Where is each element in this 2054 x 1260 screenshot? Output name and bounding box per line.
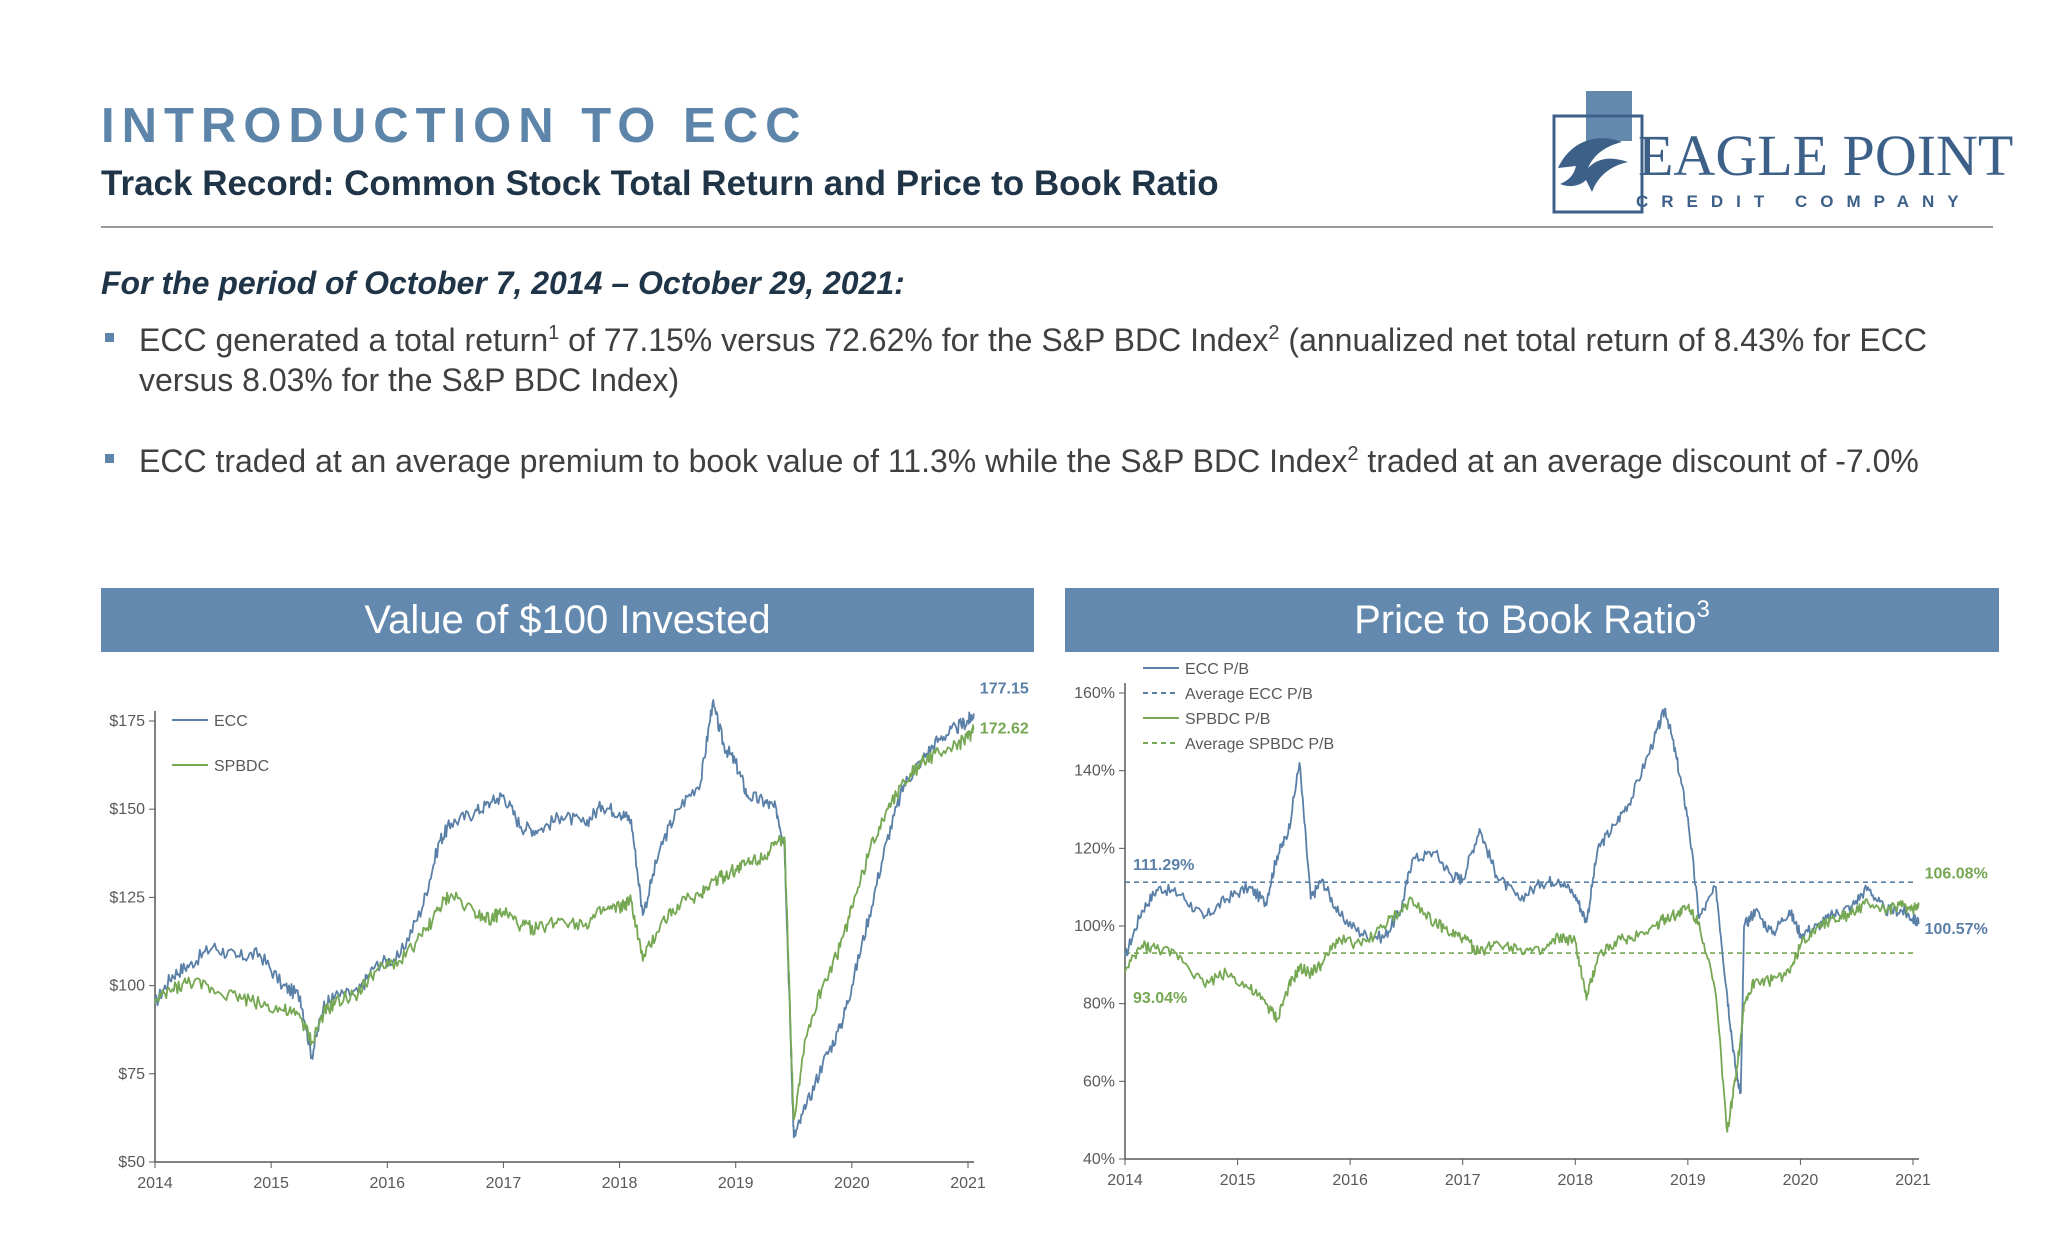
y-tick-label: 100% [1074, 918, 1115, 935]
bullet-price-to-book: ECC traded at an average premium to book… [101, 441, 1981, 481]
x-tick-label: 2018 [602, 1175, 638, 1192]
series-end-label: 100.57% [1925, 921, 1988, 938]
company-logo: EAGLE POINT CREDIT COMPANY [1548, 88, 2013, 216]
series-end-label: 172.62 [980, 720, 1029, 737]
y-tick-label: $150 [109, 801, 145, 818]
bullet-text: ECC generated a total return1 of 77.15% … [139, 320, 1981, 400]
x-tick-label: 2015 [253, 1175, 289, 1192]
eagle-icon [1552, 91, 1644, 214]
legend-label: ECC P/B [1185, 661, 1249, 678]
footnote-marker: 2 [1268, 322, 1280, 344]
page-title: Track Record: Common Stock Total Return … [101, 164, 1219, 203]
bullet-square-icon [105, 333, 114, 342]
logo-wordmark: EAGLE POINT [1638, 123, 2014, 188]
value-invested-chart: $50 $75 $100 $125 $150 $175 2014 2015 2016 2017 20… [109, 680, 1029, 1192]
series-line-spbdc [154, 724, 975, 1121]
y-tick-label: $125 [109, 889, 145, 906]
x-tick-label: 2014 [137, 1175, 173, 1192]
chart1-title-bar: Value of $100 Invested [101, 588, 1034, 652]
x-tick-label: 2019 [1670, 1172, 1706, 1189]
series-line-ecc [154, 699, 975, 1139]
bullet-text-part: ECC traded at an average premium to book… [139, 443, 1348, 479]
y-tick-label: $175 [109, 713, 145, 730]
logo-subtitle: CREDIT COMPANY [1636, 192, 1972, 211]
x-tick-label: 2016 [369, 1175, 405, 1192]
legend-label: ECC [214, 713, 248, 730]
footnote-marker: 2 [1347, 443, 1359, 465]
x-tick-label: 2018 [1557, 1172, 1593, 1189]
legend-label: SPBDC P/B [1185, 711, 1270, 728]
average-value-label: 93.04% [1133, 990, 1187, 1007]
y-tick-label: 120% [1074, 840, 1115, 857]
section-kicker: INTRODUCTION TO ECC [101, 99, 808, 153]
x-tick-label: 2017 [1445, 1172, 1481, 1189]
x-tick-label: 2019 [718, 1175, 754, 1192]
chart1-title: Value of $100 Invested [364, 598, 771, 642]
series-end-label: 106.08% [1925, 865, 1988, 882]
y-tick-label: 140% [1074, 763, 1115, 780]
legend-label: SPBDC [214, 758, 269, 775]
legend-label: Average SPBDC P/B [1185, 736, 1334, 753]
header-divider [101, 226, 1993, 228]
series-end-label: 177.15 [980, 680, 1029, 697]
x-tick-label: 2020 [834, 1175, 870, 1192]
legend-label: Average ECC P/B [1185, 686, 1313, 703]
bullet-text-part: of 77.15% versus 72.62% for the S&P BDC … [559, 322, 1269, 358]
x-tick-label: 2020 [1783, 1172, 1819, 1189]
chart2-title-bar: Price to Book Ratio3 [1065, 588, 1999, 652]
y-tick-label: 160% [1074, 685, 1115, 702]
chart2-title: Price to Book Ratio [1354, 598, 1697, 642]
bullet-total-return: ECC generated a total return1 of 77.15% … [101, 320, 1981, 400]
bullet-square-icon [105, 454, 114, 463]
y-tick-label: $100 [109, 978, 145, 995]
x-tick-label: 2021 [1895, 1172, 1931, 1189]
average-value-label: 111.29% [1133, 857, 1194, 874]
x-tick-label: 2014 [1107, 1172, 1143, 1189]
footnote-marker: 1 [548, 322, 560, 344]
y-tick-label: 40% [1083, 1151, 1115, 1168]
bullet-text-part: traded at an average discount of -7.0% [1358, 443, 1919, 479]
series-line-ecc-p-b [1124, 707, 1920, 1095]
footnote-marker: 3 [1696, 596, 1710, 623]
x-tick-label: 2017 [486, 1175, 522, 1192]
x-tick-label: 2016 [1332, 1172, 1368, 1189]
bullet-text: ECC traded at an average premium to book… [139, 441, 1981, 481]
y-tick-label: $75 [118, 1066, 145, 1083]
y-tick-label: 60% [1083, 1073, 1115, 1090]
y-tick-label: $50 [118, 1154, 145, 1171]
price-to-book-chart: 40% 60% 80% 100% 120% 140% 160% 2014 2015 2016 201… [1074, 661, 1988, 1189]
x-tick-label: 2015 [1220, 1172, 1256, 1189]
series-line-spbdc-p-b [1124, 896, 1920, 1133]
period-heading: For the period of October 7, 2014 – Octo… [101, 265, 905, 301]
bullet-text-part: ECC generated a total return [139, 322, 549, 358]
x-tick-label: 2021 [950, 1175, 986, 1192]
y-tick-label: 80% [1083, 996, 1115, 1013]
bullet-text-part: (annualized net total return of 8.43% fo… [139, 322, 1927, 398]
